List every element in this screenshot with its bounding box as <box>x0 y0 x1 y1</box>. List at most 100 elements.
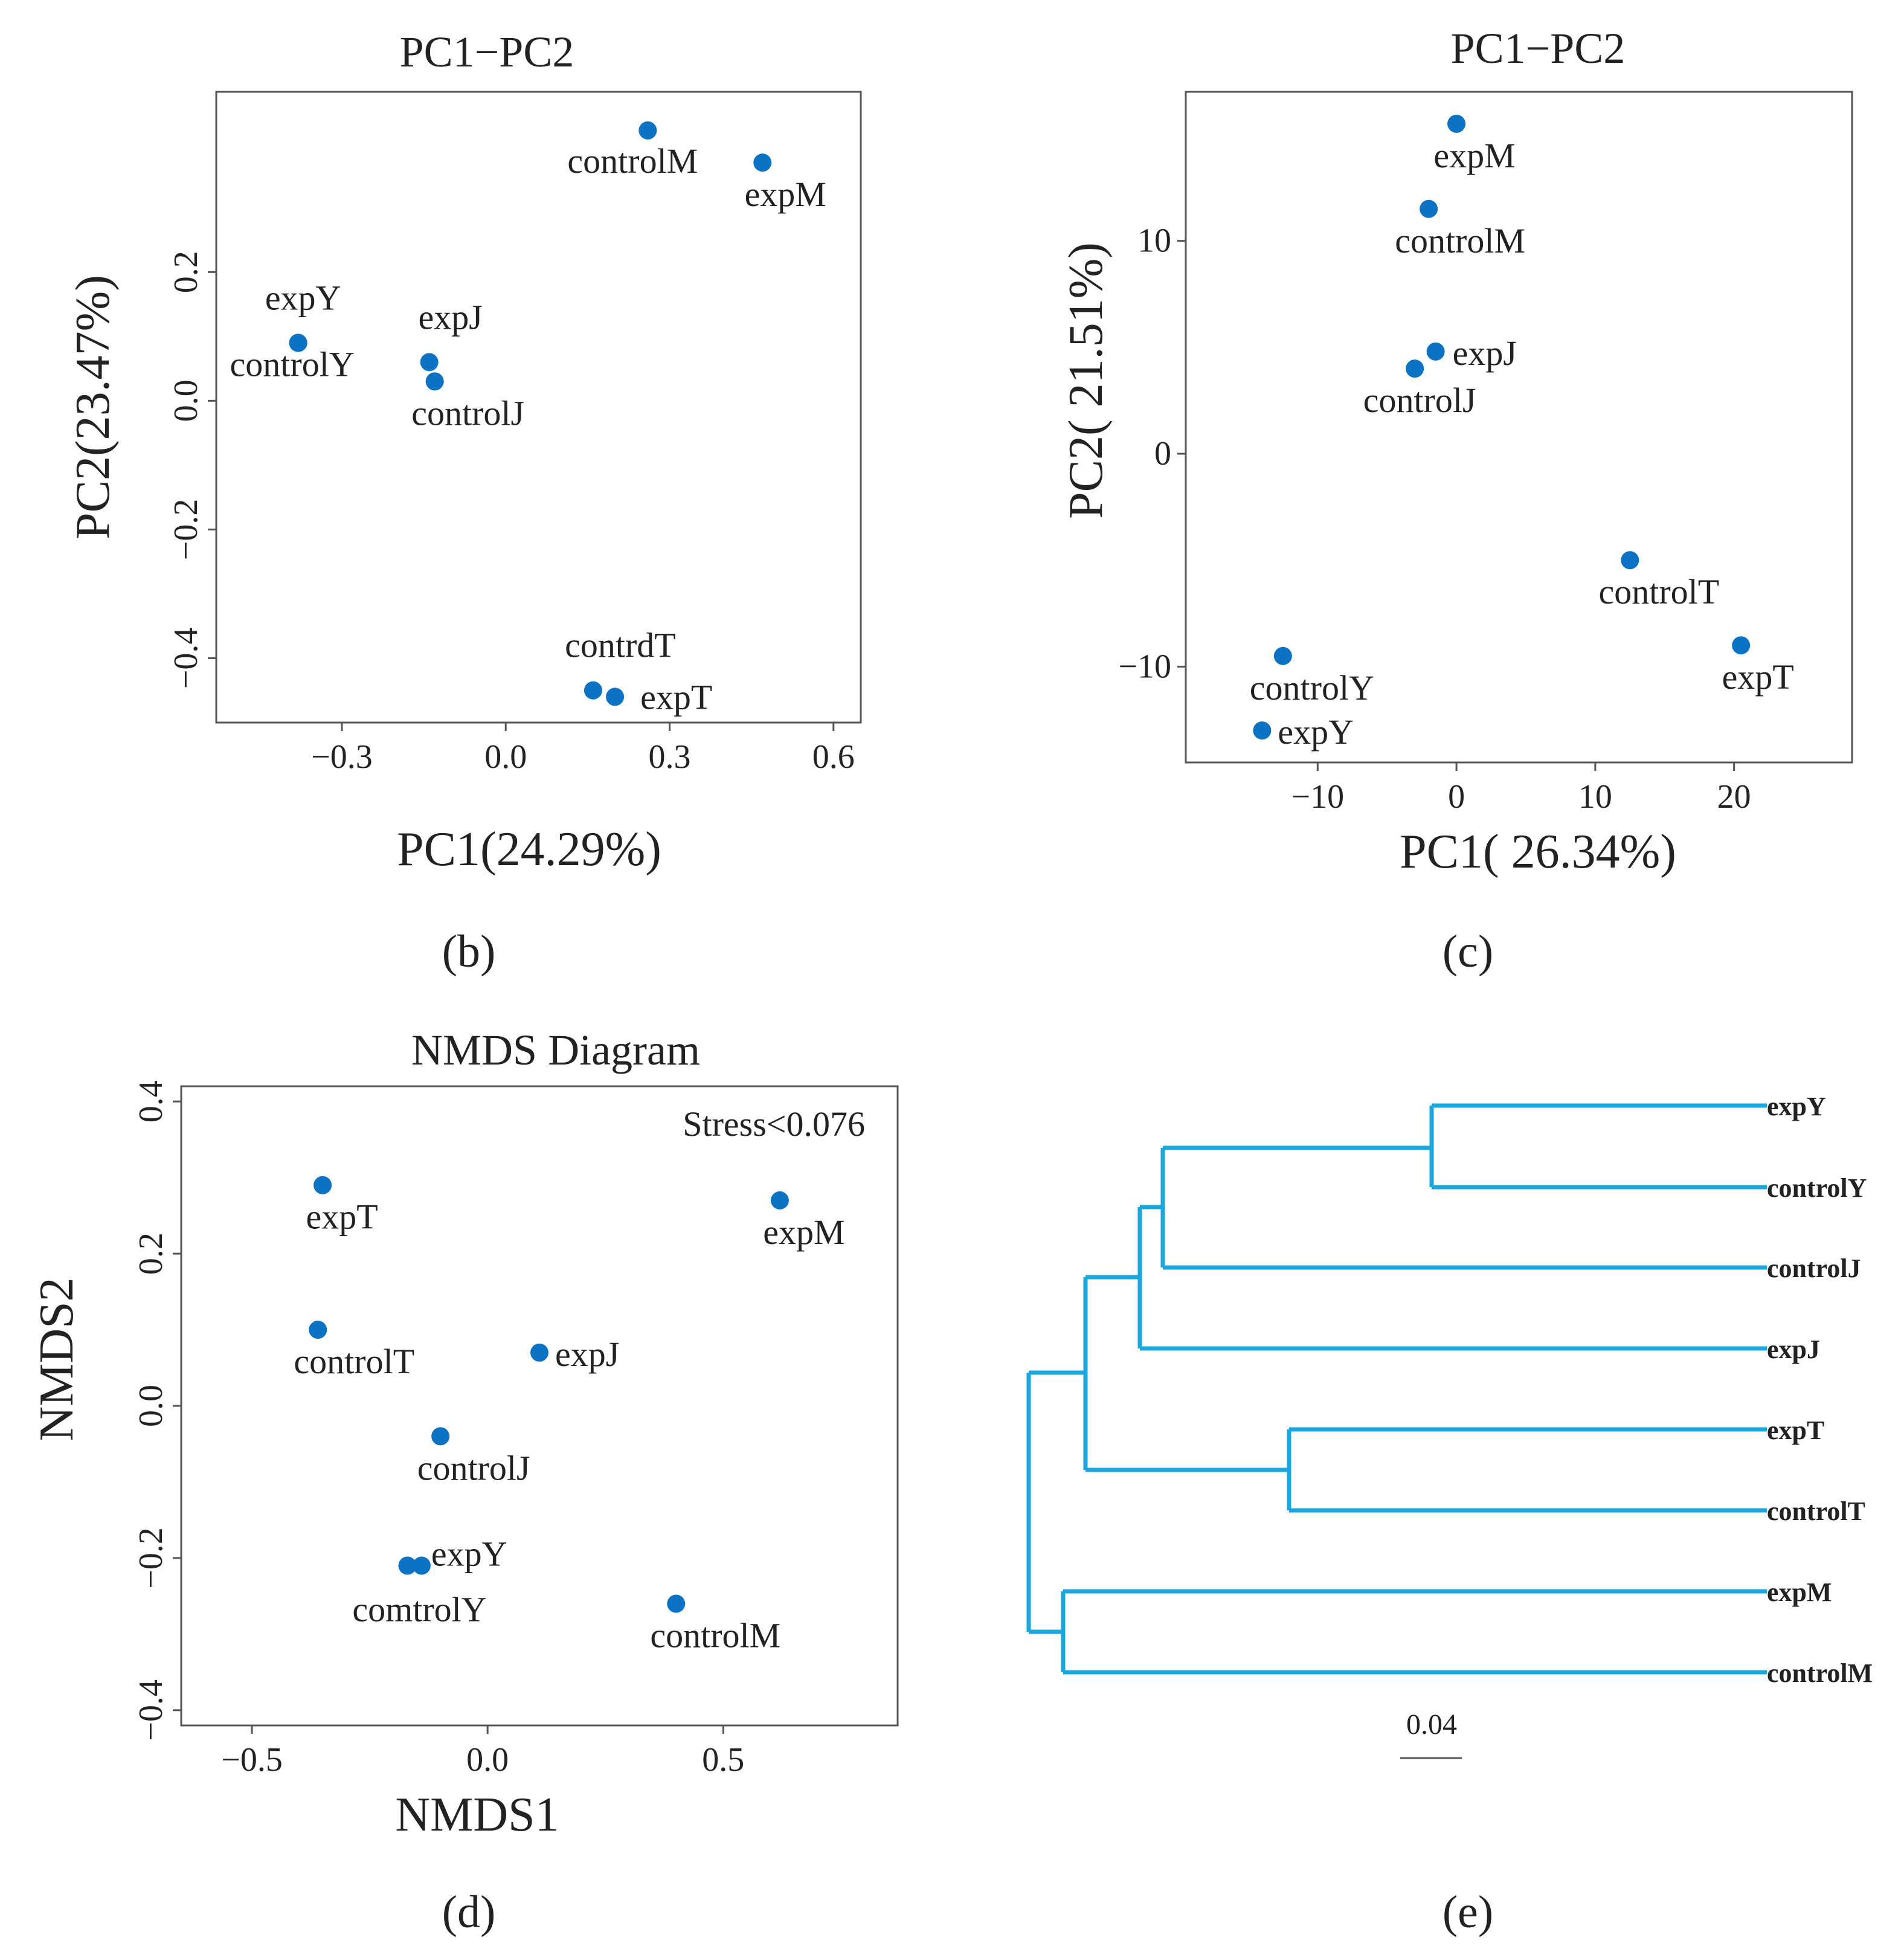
point-expT <box>314 1176 332 1194</box>
point-label-expT: expT <box>640 677 712 717</box>
point-controlM <box>667 1594 686 1613</box>
panel-b-caption: (b) <box>442 926 496 977</box>
panel-d-x-tick-label: 0.5 <box>702 1741 744 1779</box>
panel-c-x-tick-label: −10 <box>1291 778 1345 816</box>
panel-c-title: PC1−PC2 <box>1451 24 1626 72</box>
point-label-expJ: expJ <box>418 297 482 337</box>
point-controlY <box>1273 646 1292 665</box>
leaf-label-controlT: controlT <box>1767 1496 1865 1526</box>
point-label-expJ: expJ <box>555 1335 619 1374</box>
panel-c-pca-scatter: PC1−PC2 −10 0 10 20 −10 0 10 expM controlM expJ… <box>1060 24 1853 977</box>
panel-b-plot-frame <box>215 91 862 724</box>
panel-d-title: NMDS Diagram <box>411 1026 700 1074</box>
point-label-controlM: controlM <box>567 141 698 181</box>
point-controlT <box>1621 551 1639 570</box>
panel-c-caption: (c) <box>1442 926 1493 977</box>
panel-c-y-tick-label: −10 <box>1118 648 1171 685</box>
point-controlM <box>1420 199 1438 218</box>
point-label-controlM: controlM <box>1395 221 1525 260</box>
leaf-label-controlJ: controlJ <box>1767 1254 1861 1283</box>
panel-b-pca-scatter: PC1−PC2 −0.3 0.0 0.3 0.6 −0.4 −0.2 0.0 0.2 con… <box>66 28 862 977</box>
point-expM <box>753 153 772 172</box>
panel-e-caption: (e) <box>1442 1887 1493 1938</box>
panel-c-y-tick-label: 10 <box>1137 222 1171 260</box>
point-label-expY: expY <box>265 278 341 317</box>
panel-b-y-tick-label: 0.2 <box>167 251 205 293</box>
point-label-expM: expM <box>763 1213 844 1252</box>
panel-c-y-axis-label: PC2( 21.51%) <box>1060 242 1113 519</box>
panel-d-plot-frame <box>180 1085 899 1727</box>
point-label-expY: expY <box>431 1535 507 1574</box>
panel-b-x-tick-label: −0.3 <box>311 738 373 776</box>
point-label-controlJ: controlJ <box>411 393 524 433</box>
point-controlY <box>289 333 307 352</box>
point-label-controlM: controlM <box>650 1615 780 1655</box>
point-expJ <box>1426 342 1445 361</box>
panel-b-y-tick-label: −0.4 <box>167 628 205 689</box>
leaf-label-controlM: controlM <box>1767 1658 1873 1688</box>
point-expT <box>1732 636 1751 655</box>
point-label-controlJ: controlJ <box>1363 381 1476 420</box>
leaf-label-expY: expY <box>1767 1092 1826 1121</box>
point-controlM <box>638 121 657 140</box>
panel-e-dendrogram: expY controlY controlJ expJ expT controlT expM… <box>1026 1092 1873 1938</box>
panel-c-x-axis-label: PC1( 26.34%) <box>1400 825 1676 878</box>
point-label-controlT: controlT <box>294 1342 414 1381</box>
panel-b-x-tick-label: 0.0 <box>484 738 527 776</box>
point-label-controlT: controlT <box>1598 572 1719 611</box>
point-label-expJ: expJ <box>1453 333 1517 373</box>
panel-c-x-tick-label: 20 <box>1717 778 1751 816</box>
point-expY <box>1253 721 1272 740</box>
panel-d-x-tick-label: 0.0 <box>466 1741 509 1779</box>
panel-c-x-tick-label: 0 <box>1448 778 1465 816</box>
point-controlJ <box>425 372 444 391</box>
point-comtrolY <box>398 1556 417 1575</box>
point-label-expM: expM <box>745 175 826 214</box>
panel-d-stress-annotation: Stress<0.076 <box>683 1104 865 1144</box>
panel-d-y-tick-label: 0.2 <box>132 1232 170 1275</box>
panel-d-y-tick-label: 0.4 <box>132 1080 170 1123</box>
panel-b-x-tick-label: 0.3 <box>649 738 691 776</box>
scale-bar-label: 0.04 <box>1406 1709 1457 1741</box>
panel-b-y-tick-label: −0.2 <box>167 499 205 561</box>
panel-d-x-axis-label: NMDS1 <box>395 1788 559 1841</box>
panel-b-title: PC1−PC2 <box>400 28 574 76</box>
point-label-contrdT: contrdT <box>565 626 676 665</box>
point-label-controlJ: controlJ <box>417 1448 530 1487</box>
leaf-label-expM: expM <box>1767 1577 1832 1607</box>
panel-d-nmds-scatter: NMDS Diagram Stress<0.076 −0.5 0.0 0.5 −0.… <box>30 1026 899 1938</box>
leaf-label-controlY: controlY <box>1767 1173 1867 1203</box>
panel-d-y-tick-label: −0.4 <box>132 1680 170 1741</box>
point-label-expT: expT <box>306 1197 378 1237</box>
point-controlJ <box>1406 359 1424 378</box>
panel-b-y-axis-label: PC2(23.47%) <box>66 275 120 540</box>
point-controlJ <box>431 1427 450 1446</box>
panel-b-y-tick-label: 0.0 <box>167 379 205 422</box>
leaf-label-expJ: expJ <box>1767 1335 1820 1364</box>
panel-d-y-tick-label: 0.0 <box>132 1385 170 1427</box>
point-expM <box>770 1191 789 1210</box>
point-expJ <box>420 353 439 372</box>
point-expM <box>1447 114 1466 133</box>
point-expT <box>606 688 625 706</box>
point-label-controlY: controlY <box>1250 668 1374 707</box>
point-expJ <box>530 1343 548 1362</box>
panel-c-plot-frame <box>1185 91 1853 764</box>
point-label-expM: expM <box>1433 136 1515 175</box>
panel-d-y-tick-label: −0.2 <box>132 1527 170 1589</box>
panel-d-y-axis-label: NMDS2 <box>30 1277 83 1441</box>
point-contrdT <box>584 681 602 700</box>
point-controlT <box>309 1321 327 1339</box>
panel-c-y-tick-label: 0 <box>1154 435 1171 472</box>
point-label-expT: expT <box>1722 657 1794 697</box>
panel-c-x-tick-label: 10 <box>1578 778 1612 816</box>
panel-d-x-tick-label: −0.5 <box>221 1741 283 1779</box>
leaf-label-expT: expT <box>1767 1416 1824 1445</box>
point-expY <box>412 1556 431 1575</box>
point-label-expY: expY <box>1278 712 1354 752</box>
panel-d-caption: (d) <box>442 1887 496 1938</box>
panel-b-x-tick-label: 0.6 <box>812 738 855 776</box>
point-label-comtrolY: comtrolY <box>352 1590 486 1629</box>
point-label-controlY: controlY <box>230 344 355 384</box>
